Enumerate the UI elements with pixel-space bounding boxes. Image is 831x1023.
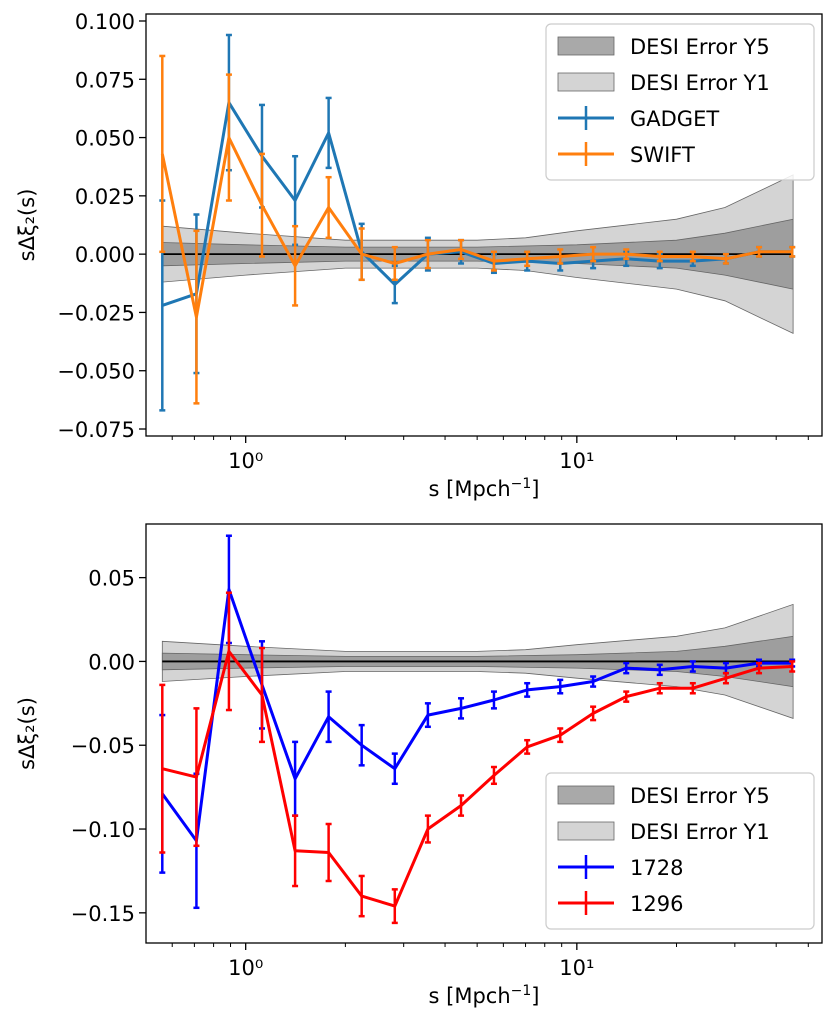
- y-tick-label: 0.05: [88, 567, 135, 591]
- series-line: [161, 649, 793, 908]
- legend-frame: [545, 772, 815, 930]
- legend-swatch-band: [557, 821, 615, 841]
- series-line: [161, 101, 793, 307]
- legend-label: 1728: [630, 856, 683, 880]
- legend-swatch-band: [557, 72, 615, 92]
- y-tick-label: −0.10: [71, 818, 135, 842]
- legend-swatch-band: [557, 36, 615, 56]
- y-tick-label: 0.075: [75, 68, 135, 92]
- legend-label: GADGET: [630, 107, 719, 131]
- x-tick-label: 10⁰: [228, 956, 263, 980]
- top-axes-frame: [145, 13, 823, 437]
- legend-frame: [545, 23, 815, 181]
- x-tick-label: 10¹: [559, 956, 594, 980]
- x-tick-label: 10⁰: [228, 449, 263, 473]
- legend-label: DESI Error Y1: [630, 820, 770, 844]
- series-line: [160, 136, 793, 319]
- bottom-series-1296: [159, 591, 796, 925]
- legend-label: DESI Error Y1: [630, 71, 770, 95]
- legend-label: 1296: [630, 892, 683, 916]
- x-tick-label: 10¹: [559, 449, 594, 473]
- top-legend: DESI Error Y5 DESI Error Y1 GADGET SWIFT: [545, 23, 815, 181]
- y-tick-label: −0.15: [71, 902, 135, 926]
- legend-label: SWIFT: [630, 143, 695, 167]
- y-tick-label: −0.050: [57, 360, 135, 384]
- legend-label: DESI Error Y5: [630, 784, 770, 808]
- top-panel: 0.100 0.075 0.050 0.025 0.000 −0.025 −0.050 −0.…: [15, 10, 823, 501]
- bottom-x-axis-label: s [Mpch−1]: [429, 983, 540, 1008]
- bottom-panel: 0.05 0.00 −0.05 −0.10 −0.15 10⁰ 10¹ s [Mpch−1] s…: [15, 523, 823, 1008]
- series-line: [161, 587, 793, 843]
- legend-swatch-band: [557, 785, 615, 805]
- bottom-y-axis-label: sΔξ₂(s): [15, 697, 39, 770]
- top-plot-area: [159, 33, 796, 412]
- y-tick-label: 0.00: [88, 650, 135, 674]
- y-tick-label: −0.025: [57, 301, 135, 325]
- y-tick-label: 0.100: [75, 10, 135, 34]
- bottom-plot-area: [159, 534, 796, 925]
- legend-label: DESI Error Y5: [630, 35, 770, 59]
- top-y-axis-label: sΔξ₂(s): [15, 189, 39, 262]
- y-tick-label: −0.05: [71, 734, 135, 758]
- bottom-axes-frame: [145, 523, 823, 944]
- top-series-swift: [159, 54, 796, 405]
- top-x-axis-label: s [Mpch−1]: [429, 476, 540, 501]
- y-tick-label: 0.000: [75, 243, 135, 267]
- bottom-legend: DESI Error Y5 DESI Error Y1 1728 1296: [545, 772, 815, 930]
- y-tick-label: 0.025: [75, 185, 135, 209]
- y-tick-label: −0.075: [57, 418, 135, 442]
- y-tick-label: 0.050: [75, 127, 135, 151]
